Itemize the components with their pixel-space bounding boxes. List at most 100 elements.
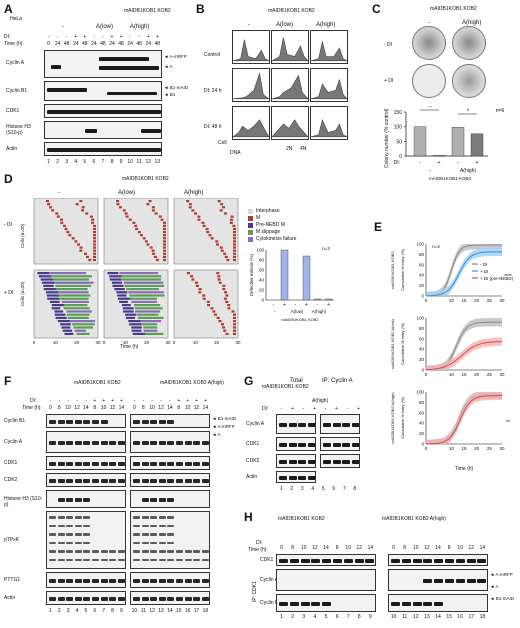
blot-band [57,579,65,583]
time-point: 48 [100,41,106,47]
genotype-label-c: mAIDB1KOB1 KOB2 [430,6,477,12]
e-ytick: 0 [421,368,424,373]
blot-band [288,443,297,447]
histogram-trace [271,37,309,62]
blot-band [184,597,192,601]
pre-nebd-mark [114,288,125,291]
e-xtick: 15 [461,372,467,377]
blot-band [92,420,99,424]
e-xtick: 0 [425,446,428,451]
mitosis-mark [191,278,195,281]
c-col-none: - [428,20,430,26]
blot-band [323,460,331,464]
pre-nebd-mark [62,329,73,332]
blot-band [92,462,99,466]
mitosis-mark [158,215,162,218]
mitosis-mark [149,246,153,249]
slippage-mark [137,316,164,319]
blot-band [74,441,82,445]
lane-number: 3 [66,608,70,614]
di-sign: - [302,406,305,412]
mitosis-mark [224,255,228,258]
time-point: 24 [109,41,115,47]
blot-band [133,558,140,561]
blot-band [279,443,287,447]
mitosis-mark [190,275,194,278]
blot-band [100,441,108,445]
e-genotype: mAIDB1KOB1 KOB2 A(high) [390,392,395,444]
h-arrow-label: ◄ A [490,584,499,589]
blot-band [289,602,299,606]
arrow-a-mrfp: ◄ A-mRFP [164,54,187,59]
mitosis-mark [93,237,96,240]
blot-band [141,524,149,527]
blot-band [117,550,125,553]
di-sign: + [195,398,199,404]
c-sig-1: ** [428,106,433,111]
di-sign: + [83,34,87,40]
blot-band [307,443,315,447]
b-row-control: Control [204,52,221,58]
blot-band [391,559,400,563]
blot-band [391,602,400,606]
pre-nebd-mark [55,316,67,319]
cell-line-label: HeLa [10,16,22,22]
mitosis-mark [122,209,126,212]
h-right-genotype: mAIDB1KOB1 KOB2 A(high) [382,516,446,522]
mitosis-mark [233,323,236,326]
pre-nebd-mark [131,329,142,332]
d-xtick-label: 0 [103,340,106,345]
lane-number: 9 [369,614,372,620]
time-point: 14 [479,545,486,551]
slippage-mark [131,300,157,303]
blot-band [332,443,341,447]
pre-nebd-mark [41,281,55,284]
blot-band [117,441,125,445]
mitosis-mark [217,275,221,278]
di-sign: - [280,406,283,412]
h-arrow-label: ◄ B1-mAID [490,596,514,601]
mitosis-mark [135,227,139,231]
blot-band [74,524,82,527]
mitosis-mark [60,221,64,224]
time-point: 14 [367,545,374,551]
legend-swatch [248,215,253,221]
f-blot [46,490,126,508]
blot-band [57,524,65,527]
mitosis-mark [233,243,236,246]
slippage-mark [63,307,90,310]
h-blot [276,594,376,612]
blot-band [351,443,359,447]
row-label-histone: Histone H3 (S10-p) [6,124,31,136]
lane-number: 12 [149,608,155,614]
mitosis-mark [81,209,85,212]
blot-band [176,479,183,483]
histogram-trace [310,118,348,138]
di-sign: - [160,398,162,404]
slippage-mark [121,275,162,278]
time-point: 10 [300,545,307,551]
blot-band [158,550,166,553]
b-col-low: A(low) [276,22,294,28]
blot-band [401,559,411,563]
blot-band [141,441,149,445]
g-di-row: DI: [262,406,269,412]
blot-band [66,524,74,527]
blot-band [133,441,140,445]
e-curve [425,251,503,297]
lane-number: 3 [302,614,306,620]
mitosis-mark [137,231,141,234]
blot-band [83,550,91,553]
legend-label: Pre-NEBD M [256,222,285,228]
blot-band [311,559,321,563]
mitosis-mark [210,237,214,240]
e-ytick: 0 [421,442,424,447]
mitosis-mark [197,218,201,221]
time-point: 8 [403,545,407,551]
slippage-mark [144,332,164,335]
mitosis-mark [71,237,75,240]
blot-band [401,602,411,606]
slippage-mark [76,332,90,335]
lane-number: 16 [457,614,463,620]
e-xtick: 0 [425,372,428,377]
